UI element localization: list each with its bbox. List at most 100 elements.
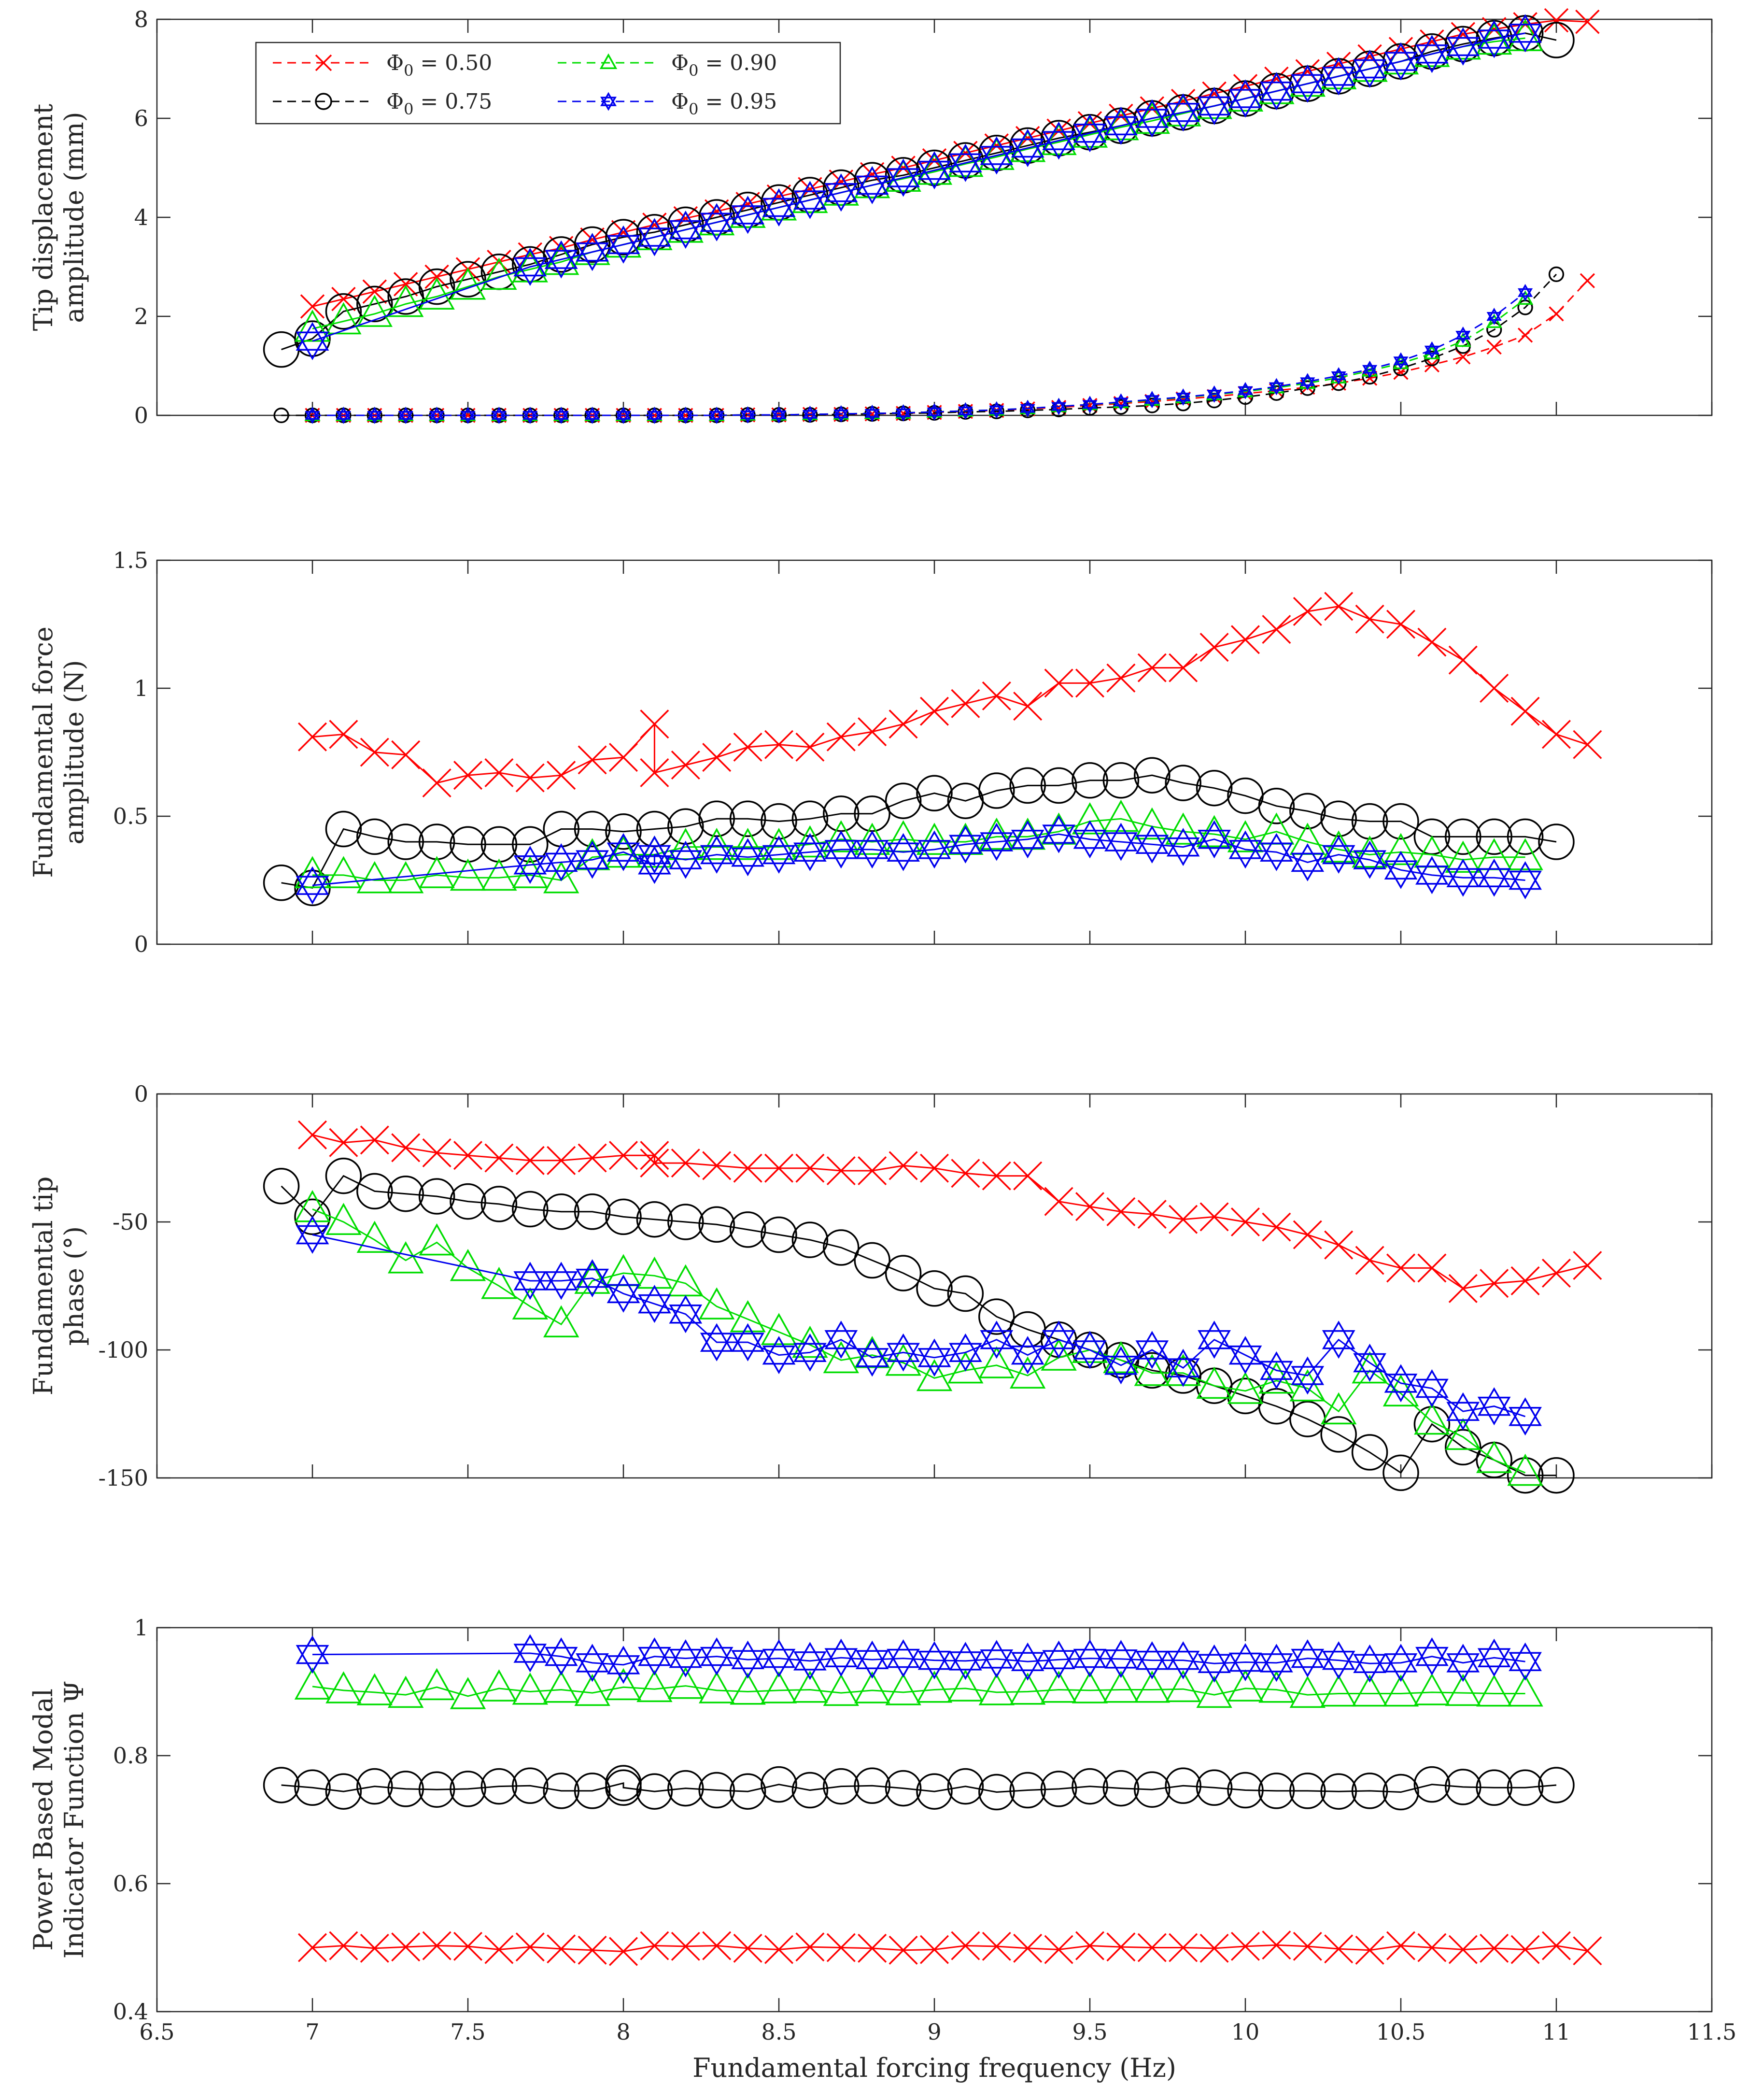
data-point: [1448, 645, 1478, 675]
data-point: [916, 153, 953, 185]
data-point: [1476, 22, 1512, 55]
data-point: [1445, 818, 1481, 855]
data-point: [453, 1931, 483, 1961]
data-point: [1322, 1641, 1355, 1680]
data-point: [947, 823, 984, 855]
data-point: [951, 1931, 980, 1960]
legend-box: [255, 42, 841, 125]
data-point: [325, 1773, 362, 1810]
data-point: [1230, 1931, 1260, 1961]
data-point: [1291, 1639, 1325, 1678]
data-point: [1196, 1675, 1232, 1708]
data-point: [1011, 1642, 1044, 1681]
data-point: [480, 1186, 518, 1222]
data-point: [422, 768, 451, 798]
data-point: [1166, 93, 1200, 132]
data-point: [515, 1146, 545, 1175]
data-point: [1198, 820, 1231, 859]
data-point: [1573, 1936, 1602, 1966]
data-point: [585, 407, 600, 424]
data-point: [702, 1931, 732, 1960]
data-point: [418, 268, 455, 305]
x-tick-label: 10: [1231, 2019, 1260, 2045]
data-point: [1044, 1187, 1073, 1216]
data-point: [1072, 1671, 1108, 1703]
data-point: [1013, 692, 1043, 721]
data-point: [823, 820, 859, 852]
x-tick-label: 9: [927, 2019, 941, 2045]
data-point: [1011, 1336, 1044, 1375]
data-point: [1414, 1402, 1450, 1435]
data-point: [1293, 596, 1322, 626]
data-point: [512, 1191, 549, 1228]
data-point: [1104, 823, 1138, 861]
data-point: [1134, 807, 1170, 840]
data-point: [1353, 1344, 1386, 1382]
data-point: [1384, 1364, 1418, 1403]
data-point: [294, 1769, 331, 1806]
data-point: [1413, 1766, 1451, 1803]
data-point: [296, 1216, 329, 1254]
data-point: [547, 761, 576, 790]
data-point: [544, 1637, 578, 1676]
data-point: [543, 1305, 579, 1337]
series-line: [312, 19, 1588, 307]
data-point: [1355, 1935, 1384, 1965]
data-point: [698, 1206, 735, 1243]
data-point: [1198, 86, 1231, 125]
y-tick-label: 8: [134, 6, 148, 32]
data-point: [608, 1141, 638, 1170]
data-point: [1289, 793, 1326, 830]
data-point: [854, 1767, 890, 1804]
data-point: [1477, 1638, 1511, 1677]
data-point: [273, 407, 289, 424]
data-point: [1166, 1641, 1200, 1680]
y-tick-label: -150: [99, 1465, 148, 1491]
data-point: [1415, 35, 1449, 73]
data-point: [885, 1343, 921, 1376]
data-point: [1010, 1672, 1046, 1705]
data-point: [1476, 1441, 1512, 1473]
data-point: [636, 1201, 673, 1238]
data-point: [1169, 653, 1198, 682]
data-point: [949, 1333, 982, 1372]
x-axis-label: Fundamental forcing frequency (Hz): [692, 2053, 1176, 2083]
data-point: [1044, 1935, 1073, 1964]
data-point: [833, 405, 849, 423]
data-point: [949, 825, 982, 864]
series-line: [312, 1234, 1526, 1418]
data-point: [947, 1351, 984, 1384]
data-point: [1351, 1434, 1388, 1471]
data-point: [513, 1634, 547, 1673]
data-point: [824, 830, 858, 869]
x-tick-label: 8: [616, 2019, 630, 2045]
data-point: [1476, 1769, 1512, 1806]
series-1: [297, 1930, 1602, 1966]
data-point: [854, 1671, 890, 1703]
data-point: [547, 1934, 576, 1964]
data-point: [1106, 1932, 1136, 1962]
data-point: [947, 1275, 984, 1312]
data-point: [647, 407, 662, 424]
data-point: [1104, 1346, 1138, 1385]
data-point: [1417, 1253, 1447, 1283]
data-point: [1446, 1644, 1480, 1682]
data-point: [1262, 1212, 1291, 1242]
data-point: [1538, 823, 1575, 860]
data-point: [919, 1153, 949, 1183]
data-point: [980, 136, 1014, 175]
data-point: [387, 823, 424, 860]
data-point: [1382, 1454, 1419, 1491]
data-point: [729, 800, 766, 837]
data-point: [296, 1635, 329, 1674]
data-point: [1228, 1643, 1262, 1682]
data-point: [1510, 1935, 1540, 1964]
data-point: [1198, 1644, 1231, 1683]
data-point: [1011, 129, 1044, 167]
data-point: [889, 1151, 918, 1180]
data-point: [958, 402, 973, 420]
data-point: [1106, 663, 1136, 693]
data-point: [513, 846, 547, 884]
data-point: [419, 1223, 455, 1256]
data-point: [605, 813, 642, 850]
